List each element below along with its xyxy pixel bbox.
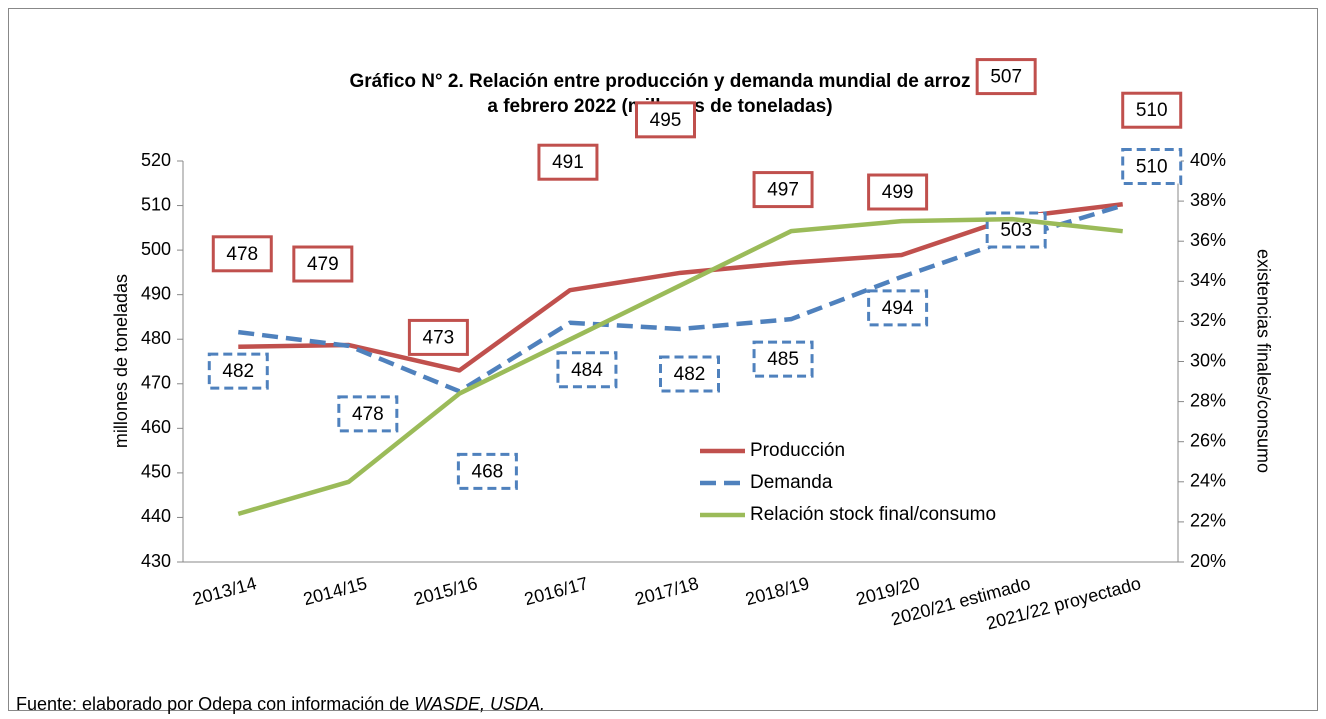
y-tick-label: 470 xyxy=(141,373,171,393)
data-label: 473 xyxy=(423,327,455,348)
data-label: 485 xyxy=(767,349,799,370)
y2-tick-label: 30% xyxy=(1190,350,1226,370)
y2-tick-label: 24% xyxy=(1190,471,1226,491)
label-box xyxy=(867,289,929,327)
label-box xyxy=(635,101,696,139)
series-line xyxy=(237,203,1124,394)
x-tick-label: 2015/16 xyxy=(412,573,480,609)
source-note: Fuente: elaborado por Odepa con informac… xyxy=(16,694,545,714)
data-label: 482 xyxy=(222,361,254,382)
label-box xyxy=(556,351,618,389)
label-box xyxy=(211,235,273,273)
y2-tick-label: 28% xyxy=(1190,390,1226,410)
x-tick-label: 2017/18 xyxy=(633,573,701,609)
data-label: 468 xyxy=(472,461,504,482)
y2-tick-label: 22% xyxy=(1190,511,1226,531)
series-line xyxy=(238,201,1123,373)
y-tick-label: 490 xyxy=(141,283,171,303)
data-label: 478 xyxy=(352,404,384,425)
x-tick-label: 2016/17 xyxy=(522,573,590,609)
data-label: 503 xyxy=(1000,220,1032,241)
label-box xyxy=(1121,91,1183,129)
y-tick-label: 500 xyxy=(141,239,171,259)
data-label: 494 xyxy=(882,298,914,319)
y-tick-label: 510 xyxy=(141,194,171,214)
data-label: 479 xyxy=(307,254,339,275)
data-label: 507 xyxy=(990,67,1022,88)
data-label: 510 xyxy=(1136,100,1168,121)
x-tick-label: 2018/19 xyxy=(743,573,811,609)
y-tick-label: 520 xyxy=(141,150,171,170)
data-label: 491 xyxy=(552,152,584,173)
label-box xyxy=(975,58,1037,96)
y2-tick-label: 38% xyxy=(1190,190,1226,210)
label-box xyxy=(456,452,518,490)
x-tick-label: 2014/15 xyxy=(301,573,369,609)
y-axis-label: millones de toneladas xyxy=(111,274,131,448)
legend-label: Relación stock final/consumo xyxy=(750,504,996,525)
source-italic: WASDE, USDA. xyxy=(414,694,545,714)
y2-tick-label: 34% xyxy=(1190,270,1226,290)
source-text: Fuente: elaborado por Odepa con informac… xyxy=(16,694,414,714)
label-box xyxy=(292,245,354,283)
label-box xyxy=(537,143,599,181)
y2-tick-label: 20% xyxy=(1190,551,1226,571)
data-label: 510 xyxy=(1136,157,1168,178)
label-box xyxy=(752,340,814,378)
label-box xyxy=(337,395,399,433)
legend-label: Producción xyxy=(750,440,845,461)
data-label: 495 xyxy=(650,110,682,131)
y-tick-label: 480 xyxy=(141,328,171,348)
data-label: 499 xyxy=(882,182,914,203)
y2-axis-label: existencias finales/consumo xyxy=(1253,249,1273,473)
y-tick-label: 460 xyxy=(141,417,171,437)
y-tick-label: 430 xyxy=(141,551,171,571)
series-line xyxy=(237,216,1123,517)
label-box xyxy=(1121,148,1183,186)
y2-tick-label: 36% xyxy=(1190,230,1226,250)
data-label: 482 xyxy=(674,364,706,385)
x-tick-label: 2013/14 xyxy=(191,573,259,609)
data-label: 497 xyxy=(767,180,799,201)
y-tick-label: 440 xyxy=(141,506,171,526)
label-box xyxy=(752,171,814,209)
label-box xyxy=(867,173,929,211)
data-label: 478 xyxy=(226,244,258,265)
label-box xyxy=(659,355,720,393)
frame xyxy=(8,8,1318,711)
chart-title: Gráfico N° 2. Relación entre producción … xyxy=(349,71,970,92)
y2-tick-label: 32% xyxy=(1190,310,1226,330)
label-box xyxy=(207,352,269,390)
data-label: 484 xyxy=(571,360,603,381)
y-tick-label: 450 xyxy=(141,462,171,482)
y2-tick-label: 26% xyxy=(1190,430,1226,450)
label-box xyxy=(407,318,469,356)
legend-label: Demanda xyxy=(750,472,833,493)
y2-tick-label: 40% xyxy=(1190,150,1226,170)
